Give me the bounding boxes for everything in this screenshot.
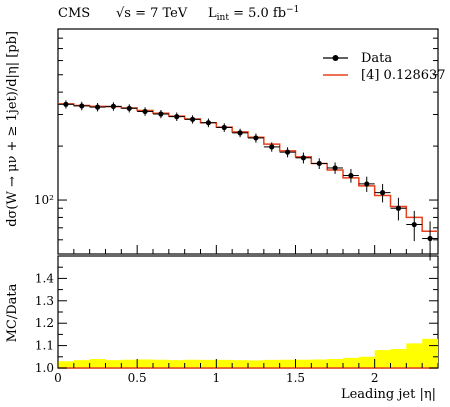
ratio-y-tick-label: 1.0 — [35, 361, 54, 375]
data-point — [327, 162, 343, 174]
data-point — [343, 168, 359, 183]
x-tick-label: 0 — [54, 371, 62, 385]
luminosity-label: Lint = 5.0 fb−1 — [208, 5, 299, 23]
data-marker — [348, 172, 354, 179]
data-marker — [237, 130, 243, 136]
data-marker — [332, 165, 338, 171]
ratio-panel: 1.0 1.1 1.2 1.3 1.4 0 0.5 1 1.5 2 MC/Data Leadin… — [5, 255, 439, 402]
model-step-line — [58, 103, 438, 232]
data-marker — [253, 135, 259, 141]
x-tick-label: 0.5 — [128, 371, 147, 385]
x-tick-label: 2 — [371, 371, 379, 385]
ratio-y-tick-label: 1.3 — [35, 294, 54, 308]
main-y-tick-label: 10² — [34, 193, 54, 207]
data-point — [121, 104, 138, 113]
main-y-tick-labels: 10² — [34, 193, 54, 207]
luminosity-exponent: −1 — [286, 5, 299, 15]
data-point — [89, 102, 106, 112]
data-marker — [411, 221, 417, 228]
data-marker — [300, 155, 307, 161]
luminosity-symbol: L — [208, 6, 217, 21]
legend-data-label: Data — [361, 51, 392, 66]
data-marker — [142, 108, 148, 115]
data-marker — [284, 149, 291, 155]
data-point — [73, 101, 90, 111]
data-point — [137, 107, 153, 116]
data-marker — [126, 105, 132, 111]
data-point — [422, 221, 438, 261]
data-point — [358, 176, 375, 192]
data-point — [200, 118, 217, 128]
x-tick-label: 1 — [213, 371, 221, 385]
ratio-y-tick-label: 1.1 — [35, 339, 54, 353]
luminosity-value: = 5.0 fb — [229, 6, 286, 21]
data-point — [279, 147, 296, 158]
main-panel: 10² dσ(W → μν + ≥ 1jet)/d|η| [pb] Data [… — [5, 28, 446, 261]
data-marker — [205, 120, 212, 126]
ratio-y-tick-label: 1.2 — [35, 316, 54, 330]
data-marker — [158, 111, 164, 117]
data-point — [311, 158, 328, 169]
ratio-y-axis-label: MC/Data — [5, 283, 20, 342]
x-axis-label: Leading jet |η| — [341, 387, 436, 402]
data-marker — [364, 181, 370, 187]
data-marker — [189, 116, 196, 122]
data-point — [105, 102, 122, 111]
x-tick-labels: 0 0.5 1 1.5 2 — [54, 371, 378, 385]
x-tick-label: 1.5 — [286, 371, 305, 385]
legend: Data [4] 0.128637 — [323, 51, 446, 83]
data-point — [153, 109, 169, 119]
data-marker — [395, 205, 402, 211]
model-histogram — [58, 103, 438, 232]
data-points — [58, 100, 438, 261]
data-marker — [110, 103, 117, 109]
legend-data-marker — [332, 55, 339, 61]
energy-label: √s = 7 TeV — [116, 6, 188, 21]
data-point — [232, 128, 248, 138]
legend-model-label: [4] 0.128637 — [361, 68, 446, 83]
data-point — [58, 100, 74, 109]
luminosity-subscript: int — [217, 13, 230, 23]
data-point — [168, 112, 185, 122]
data-point — [406, 210, 423, 242]
data-marker — [379, 190, 386, 196]
data-marker — [79, 103, 85, 109]
main-panel-ticks — [57, 28, 439, 254]
mc-uncertainty-band — [58, 338, 438, 368]
data-marker — [94, 104, 101, 110]
data-point — [295, 152, 312, 164]
data-marker — [63, 101, 69, 107]
data-point — [216, 123, 233, 132]
data-point — [263, 142, 280, 152]
data-marker — [427, 235, 433, 242]
data-point — [184, 115, 201, 124]
ratio-y-tick-labels: 1.0 1.1 1.2 1.3 1.4 — [35, 271, 54, 375]
data-point — [374, 183, 391, 203]
data-point — [390, 197, 407, 221]
experiment-label: CMS — [58, 6, 90, 21]
ratio-y-tick-label: 1.4 — [35, 271, 54, 285]
main-y-axis-label: dσ(W → μν + ≥ 1jet)/d|η| [pb] — [5, 31, 20, 227]
data-point — [248, 133, 264, 143]
data-marker — [174, 114, 180, 120]
data-marker — [316, 160, 322, 167]
ratio-panel-ticks — [57, 255, 439, 369]
data-marker — [221, 124, 227, 131]
data-marker — [269, 144, 275, 150]
